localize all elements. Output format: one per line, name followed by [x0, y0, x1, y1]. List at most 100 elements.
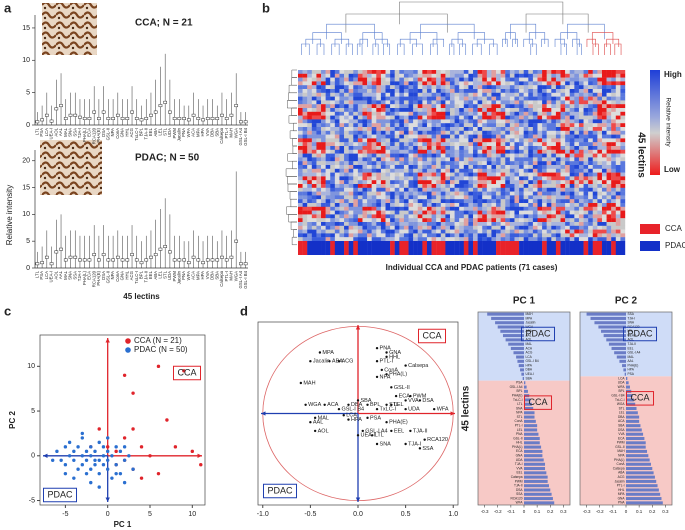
heatmap-cell: [436, 131, 441, 135]
heatmap-cell: [565, 127, 570, 131]
heatmap-cell: [372, 74, 377, 78]
heatmap-cell: [358, 233, 363, 237]
heatmap-cell: [574, 104, 579, 108]
heatmap-cell: [427, 192, 432, 196]
heatmap-cell: [386, 207, 391, 211]
heatmap-cell: [432, 176, 437, 180]
heatmap-cell: [386, 157, 391, 161]
heatmap-cell: [537, 146, 542, 150]
heatmap-cell: [514, 226, 519, 230]
heatmap-cell: [487, 195, 492, 199]
y-tick-label: 10: [22, 57, 30, 64]
group-strip-cell: [602, 241, 607, 255]
heatmap-cell: [464, 169, 469, 173]
heatmap-cell: [344, 119, 349, 123]
heatmap-cell: [386, 97, 391, 101]
heatmap-cell: [409, 74, 414, 78]
heatmap-cell: [588, 138, 593, 142]
heatmap-cell: [584, 89, 589, 93]
heatmap-cell: [478, 150, 483, 154]
heatmap-cell: [386, 154, 391, 158]
heatmap-cell: [436, 116, 441, 120]
heatmap-cell: [399, 93, 404, 97]
heatmap-cell: [607, 131, 612, 135]
heatmap-cell: [362, 100, 367, 104]
heatmap-cell: [381, 112, 386, 116]
group-strip-cell: [344, 241, 349, 255]
heatmap-cell: [372, 226, 377, 230]
heatmap-cell: [505, 207, 510, 211]
heatmap-cell: [455, 97, 460, 101]
heatmap-cell: [565, 93, 570, 97]
heatmap-cell: [556, 135, 561, 139]
heatmap-cell: [588, 218, 593, 222]
heatmap-cell: [473, 154, 478, 158]
heatmap-cell: [607, 97, 612, 101]
point: [123, 445, 126, 448]
heatmap-cell: [588, 70, 593, 74]
heatmap-cell: [427, 85, 432, 89]
heatmap-cell: [303, 131, 308, 135]
heatmap-cell: [404, 233, 409, 237]
heatmap-cell: [376, 89, 381, 93]
heatmap-cell: [574, 127, 579, 131]
heatmap-cell: [473, 214, 478, 218]
heatmap-cell: [510, 188, 515, 192]
heatmap-cell: [588, 97, 593, 101]
heatmap-cell: [505, 199, 510, 203]
heatmap-cell: [362, 237, 367, 241]
heatmap-cell: [547, 233, 552, 237]
point: [119, 450, 122, 453]
heatmap-cell: [372, 180, 377, 184]
heatmap-cell: [570, 214, 575, 218]
heatmap-cell: [312, 157, 317, 161]
heatmap-cell: [505, 108, 510, 112]
heatmap-cell: [413, 218, 418, 222]
group-strip-cell: [413, 241, 418, 255]
dendrogram: [346, 14, 447, 33]
heatmap-cell: [386, 211, 391, 215]
heatmap-cell: [620, 218, 625, 222]
heatmap-cell: [381, 123, 386, 127]
bar: [626, 428, 642, 431]
heatmap-cell: [482, 199, 487, 203]
heatmap-cell: [413, 138, 418, 142]
bar: [604, 334, 626, 337]
point: [89, 445, 92, 448]
heatmap-cell: [436, 112, 441, 116]
heatmap-cell: [611, 138, 616, 142]
heatmap-cell: [524, 93, 529, 97]
row-dendrogram: [293, 230, 297, 238]
heatmap-cell: [455, 157, 460, 161]
heatmap-cell: [395, 89, 400, 93]
point: [85, 472, 88, 475]
heatmap-cell: [339, 169, 344, 173]
heatmap-cell: [588, 119, 593, 123]
heatmap-cell: [556, 100, 561, 104]
heatmap-cell: [565, 184, 570, 188]
heatmap-cell: [303, 176, 308, 180]
heatmap-cell: [358, 214, 363, 218]
heatmap-cell: [441, 176, 446, 180]
heatmap-cell: [445, 188, 450, 192]
heatmap-cell: [445, 131, 450, 135]
heatmap-cell: [464, 100, 469, 104]
heatmap-cell: [556, 127, 561, 131]
box-median: [178, 259, 181, 261]
heatmap-cell: [478, 161, 483, 165]
y-tick-label: 15: [22, 184, 30, 191]
heatmap-cell: [409, 192, 414, 196]
heatmap-cell: [395, 116, 400, 120]
heatmap-cell: [321, 138, 326, 142]
heatmap-cell: [607, 157, 612, 161]
heatmap-cell: [510, 112, 515, 116]
heatmap-cell: [565, 230, 570, 234]
heatmap-cell: [561, 173, 566, 177]
heatmap-cell: [487, 157, 492, 161]
heatmap-cell: [298, 89, 303, 93]
heatmap-cell: [459, 135, 464, 139]
heatmap-cell: [565, 188, 570, 192]
heatmap-cell: [514, 70, 519, 74]
heatmap-cell: [501, 207, 506, 211]
heatmap-cell: [362, 233, 367, 237]
